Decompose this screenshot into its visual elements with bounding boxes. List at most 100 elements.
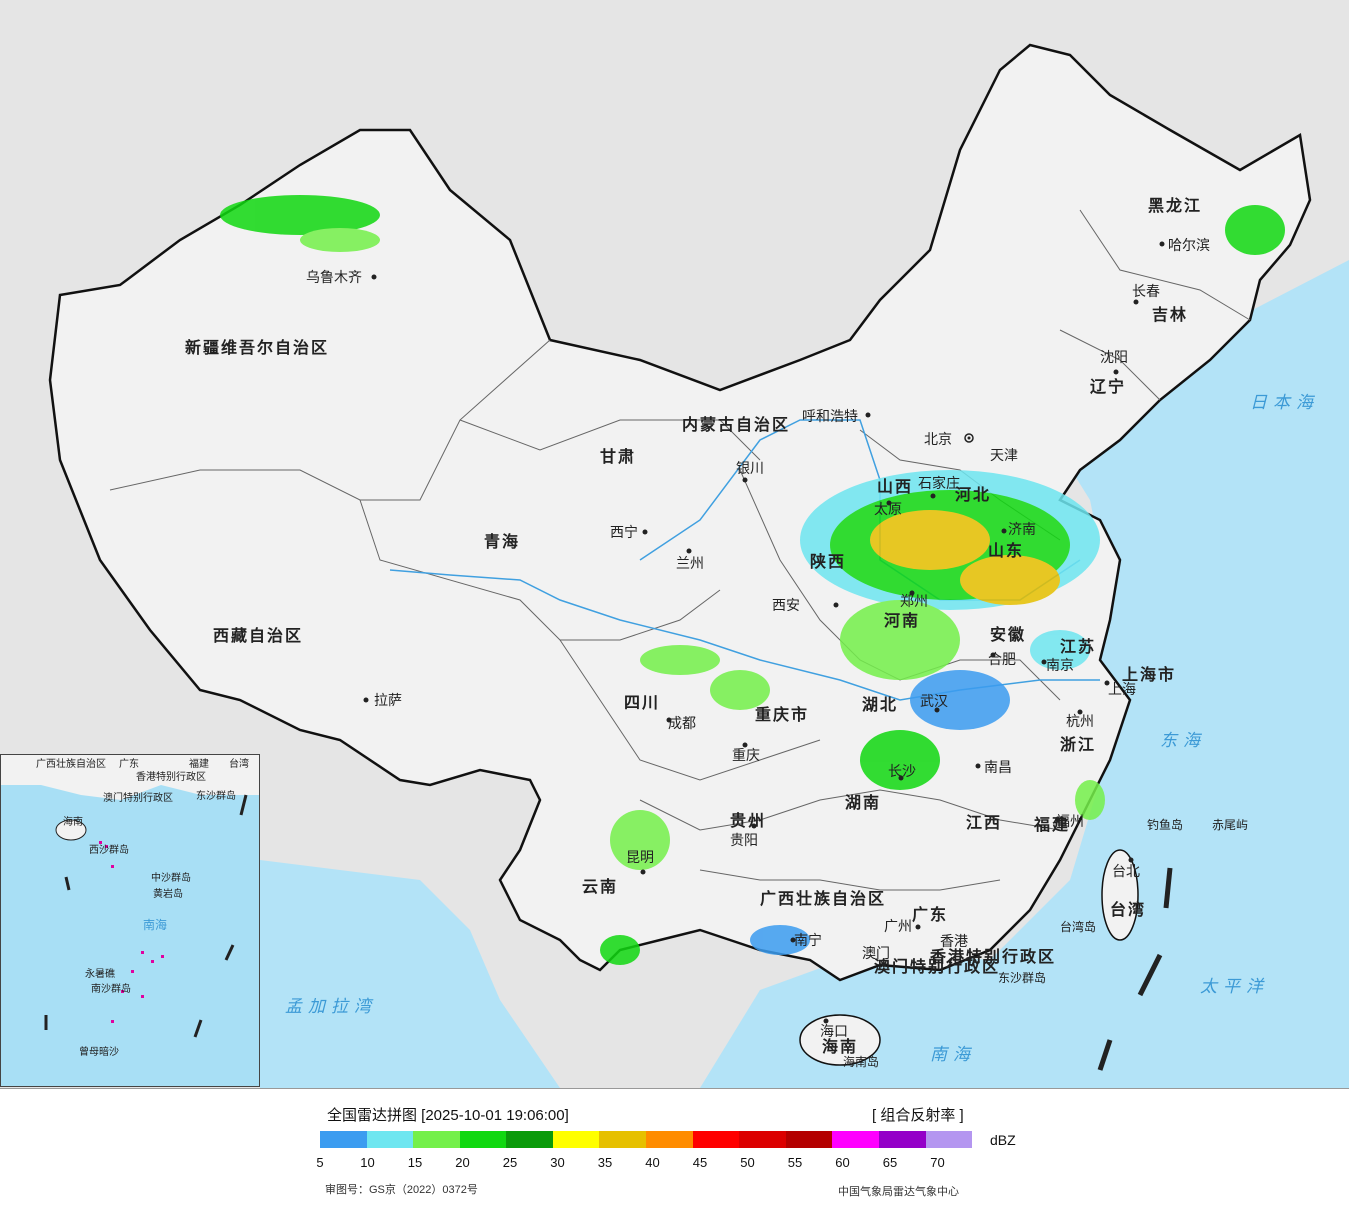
city-shijiazhuang: 石家庄 [918, 475, 960, 492]
scale-swatch [739, 1131, 786, 1148]
city-zhengzhou: 郑州 [900, 594, 928, 610]
color-scale [320, 1131, 973, 1148]
label-yunnan: 云南 [582, 877, 618, 896]
city-harbin: 哈尔滨 [1168, 238, 1210, 254]
scale-swatch [692, 1131, 740, 1148]
label-hunan: 湖南 [845, 793, 881, 812]
scale-tick-label: 60 [835, 1155, 850, 1170]
label-taiwan: 台湾 [1110, 900, 1146, 919]
label-gansu: 甘肃 [600, 447, 636, 466]
city-lanzhou: 兰州 [676, 556, 704, 572]
legend-title: 全国雷达拼图 [2025-10-01 19:06:00] [327, 1107, 569, 1124]
label-shaanxi: 陕西 [810, 552, 846, 571]
label-xizang: 西藏自治区 [213, 626, 303, 645]
scale-swatch [320, 1131, 367, 1148]
inset-svg: 广西壮族自治区 广东 福建 台湾 香港特别行政区 澳门特别行政区 东沙群岛 海南… [1, 755, 259, 1058]
inset-label-fujian: 福建 [189, 757, 209, 770]
label-macau: 澳门特别行政区 [874, 957, 1000, 976]
city-markers [363, 241, 1165, 1024]
city-nanjing: 南京 [1046, 658, 1074, 674]
taiwan-island [1101, 849, 1139, 941]
island-labels: 钓鱼岛 赤尾屿 台湾岛 东沙群岛 海南岛 [843, 817, 1248, 1069]
scale-tick-label: 40 [645, 1155, 660, 1170]
label-guangxi: 广西壮族自治区 [760, 889, 886, 908]
label-jiangxi: 江西 [966, 813, 1002, 832]
city-shenyang: 沈阳 [1100, 350, 1128, 366]
label-zhejiang: 浙江 [1060, 735, 1096, 754]
label-henan: 河南 [884, 611, 920, 630]
inset-label-macau: 澳门特别行政区 [103, 791, 173, 804]
inset-label-zengmu: 曾母暗沙 [79, 1045, 119, 1058]
city-beijing: 北京 [924, 432, 952, 448]
scale-tick-label: 15 [407, 1155, 423, 1170]
scale-swatch [506, 1131, 553, 1148]
label-hebei: 河北 [955, 485, 991, 504]
inset-label-guangxi: 广西壮族自治区 [36, 757, 106, 770]
scale-tick-label: 45 [692, 1155, 708, 1170]
label-qinghai: 青海 [484, 532, 520, 551]
island-taiwan: 台湾岛 [1060, 919, 1096, 934]
province-boundaries [109, 209, 1251, 891]
label-anhui: 安徽 [990, 625, 1026, 644]
approval-number: 审图号：GS京（2022）0372号 [325, 1184, 478, 1196]
label-xinjiang: 新疆维吾尔自治区 [185, 338, 329, 357]
city-guangzhou: 广州 [884, 919, 912, 935]
inset-label-nansha: 南沙群岛 [91, 982, 131, 995]
scale-tick-label: 30 [550, 1155, 565, 1170]
sea-labels: 日本海 东海 太平洋 南海 孟加拉湾 [285, 393, 1313, 1065]
legend-product: [ 组合反射率 ] [872, 1107, 964, 1124]
city-lhasa: 拉萨 [374, 693, 402, 709]
scale-swatch [366, 1131, 414, 1148]
nine-dash-line [1097, 867, 1173, 1071]
inset-label-guangdong: 广东 [119, 757, 139, 770]
city-nanning: 南宁 [794, 932, 822, 949]
inset-label-hongkong: 香港特别行政区 [136, 770, 206, 783]
city-hangzhou: 杭州 [1066, 714, 1094, 730]
label-shanxi: 山西 [877, 477, 913, 496]
city-hohhot: 呼和浩特 [802, 409, 858, 425]
city-chengdu: 成都 [668, 716, 696, 732]
scale-swatch [599, 1131, 647, 1148]
island-diaoyu: 钓鱼岛 [1147, 817, 1183, 832]
scale-tick-label: 5 [316, 1155, 324, 1170]
inset-label-dongsha: 东沙群岛 [196, 789, 236, 802]
sea-area [260, 260, 1349, 1088]
legend-panel: 全国雷达拼图 [2025-10-01 19:06:00] [ 组合反射率 ] 5… [0, 1089, 1349, 1208]
city-labels: 乌鲁木齐 拉萨 西宁 兰州 银川 呼和浩特 北京 天津 石家庄 太原 济南 郑州… [306, 238, 1210, 1040]
label-shanghai: 上海市 [1122, 665, 1176, 684]
label-jiangsu: 江苏 [1060, 637, 1096, 656]
scale-swatch [552, 1131, 600, 1148]
label-neimenggu: 内蒙古自治区 [682, 415, 790, 434]
radar-map: 新疆维吾尔自治区 西藏自治区 青海 甘肃 内蒙古自治区 黑龙江 吉林 辽宁 河北… [0, 0, 1349, 1089]
island-chiwei: 赤尾屿 [1212, 818, 1248, 832]
label-hubei: 湖北 [862, 695, 898, 714]
city-taipei: 台北 [1112, 864, 1140, 880]
city-tianjin: 天津 [990, 448, 1018, 464]
city-changsha: 长沙 [888, 764, 916, 780]
scale-swatch [878, 1131, 926, 1148]
city-xining: 西宁 [610, 524, 638, 541]
source-label: 中国气象局雷达气象中心 [838, 1186, 959, 1198]
city-haikou: 海口 [820, 1024, 848, 1040]
legend-unit: dBZ [990, 1132, 1016, 1148]
city-hongkong: 香港 [940, 934, 968, 950]
inset-label-nanhai: 南海 [143, 917, 167, 932]
label-guangdong: 广东 [912, 905, 948, 924]
inset-label-huangyan: 黄岩岛 [153, 887, 183, 900]
city-kunming: 昆明 [626, 850, 654, 866]
scale-tick-label: 25 [502, 1155, 518, 1170]
province-labels: 新疆维吾尔自治区 西藏自治区 青海 甘肃 内蒙古自治区 黑龙江 吉林 辽宁 河北… [185, 196, 1200, 1056]
china-map-svg: 新疆维吾尔自治区 西藏自治区 青海 甘肃 内蒙古自治区 黑龙江 吉林 辽宁 河北… [48, 43, 1349, 1088]
sea-east: 东海 [1160, 731, 1206, 751]
scale-tick-label: 50 [740, 1155, 755, 1170]
south-china-sea-inset: 广西壮族自治区 广东 福建 台湾 香港特别行政区 澳门特别行政区 东沙群岛 海南… [0, 754, 260, 1087]
scale-tick-label: 10 [360, 1155, 375, 1170]
china-outline [48, 43, 1312, 982]
scale-swatch [646, 1131, 693, 1148]
label-chongqing: 重庆市 [755, 705, 809, 724]
scale-swatch [413, 1131, 460, 1148]
sea-south: 南海 [930, 1045, 976, 1065]
scale-tick-label: 70 [930, 1155, 945, 1170]
scale-swatch [832, 1131, 879, 1148]
city-wuhan: 武汉 [920, 694, 948, 710]
